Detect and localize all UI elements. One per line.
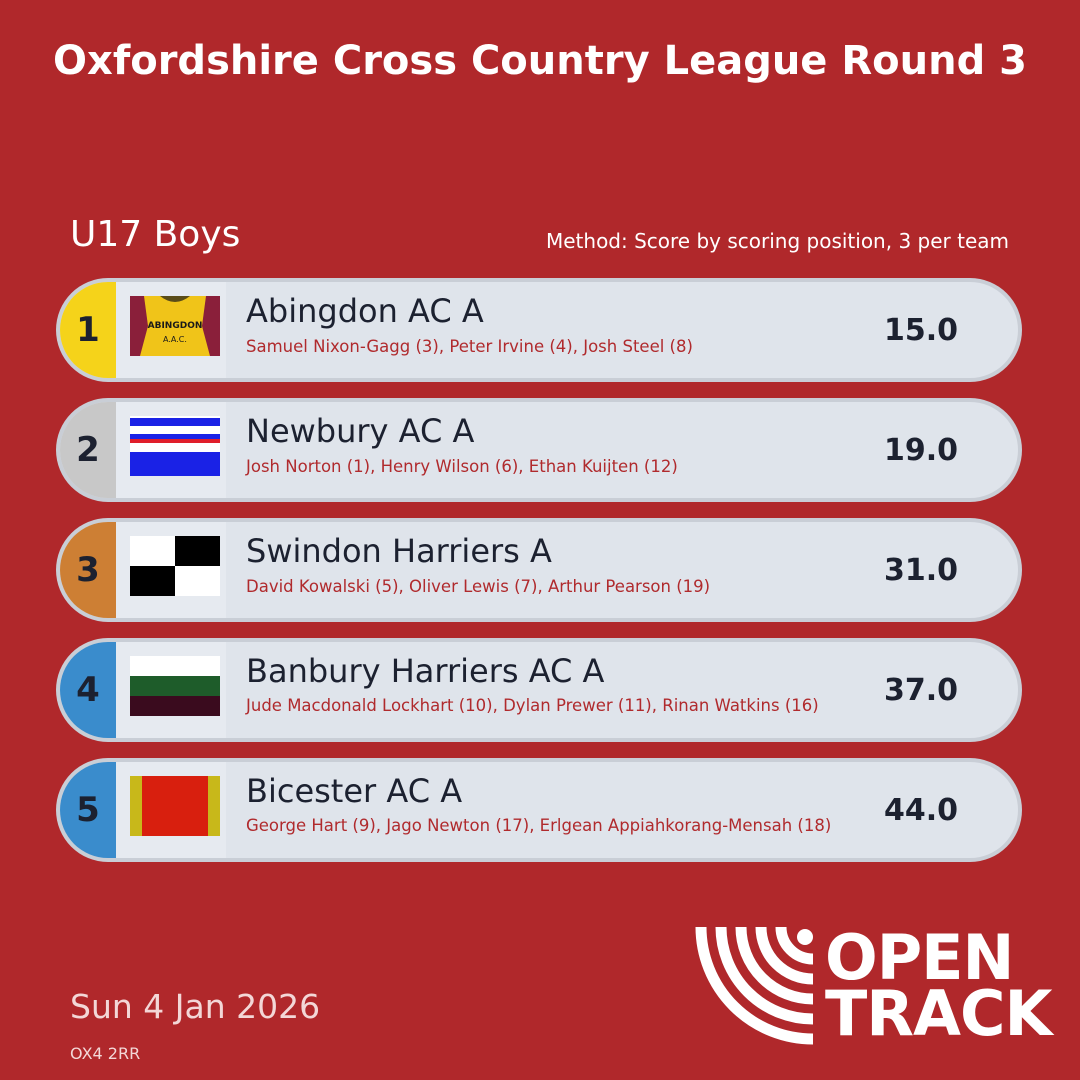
team-name: Abingdon AC A xyxy=(246,292,484,330)
svg-text:ABINGDON: ABINGDON xyxy=(148,321,203,331)
team-score: 15.0 xyxy=(883,312,958,348)
team-score: 19.0 xyxy=(883,432,958,468)
scoring-athletes: David Kowalski (5), Oliver Lewis (7), Ar… xyxy=(246,577,711,596)
scoring-athletes: Jude Macdonald Lockhart (10), Dylan Prew… xyxy=(246,696,819,715)
position-badge: 4 xyxy=(60,642,116,738)
result-row: 5 Bicester AC A George Hart (9), Jago Ne… xyxy=(56,758,1022,862)
team-score: 31.0 xyxy=(883,552,958,588)
scoring-athletes: Samuel Nixon-Gagg (3), Peter Irvine (4),… xyxy=(246,337,693,356)
result-row: 3 Swindon Harriers A David Kowalski (5),… xyxy=(56,518,1022,622)
scoring-athletes: Josh Norton (1), Henry Wilson (6), Ethan… xyxy=(246,457,678,476)
bicester-flag-icon xyxy=(130,776,220,836)
scoring-method: Method: Score by scoring position, 3 per… xyxy=(545,229,1009,253)
position-badge: 1 xyxy=(60,282,116,378)
team-score: 37.0 xyxy=(883,672,958,708)
opentrack-track-lanes-icon xyxy=(695,926,814,1045)
page-title: Oxfordshire Cross Country League Round 3 xyxy=(53,38,1027,84)
team-name: Bicester AC A xyxy=(246,772,463,810)
logo-text-open: OPEN xyxy=(825,921,1014,994)
event-date: Sun 4 Jan 2026 xyxy=(70,987,321,1026)
svg-text:A.A.C.: A.A.C. xyxy=(163,335,187,344)
swindon-flag-icon xyxy=(130,536,220,596)
result-row: 1 ABINGDON A.A.C. Abingdon AC A Samuel N… xyxy=(56,278,1022,382)
event-postcode: OX4 2RR xyxy=(70,1044,141,1063)
banbury-flag-icon xyxy=(130,656,220,716)
scoring-athletes: George Hart (9), Jago Newton (17), Erlge… xyxy=(246,816,832,835)
category-title: U17 Boys xyxy=(70,214,241,255)
position-badge: 3 xyxy=(60,522,116,618)
team-score: 44.0 xyxy=(883,792,958,828)
result-row: 4 Banbury Harriers AC A Jude Macdonald L… xyxy=(56,638,1022,742)
team-name: Newbury AC A xyxy=(246,412,475,450)
abingdon-vest-icon: ABINGDON A.A.C. xyxy=(130,296,220,356)
team-name: Banbury Harriers AC A xyxy=(246,652,605,690)
team-name: Swindon Harriers A xyxy=(246,532,552,570)
logo-text-track: TRACK xyxy=(825,977,1053,1050)
opentrack-logo: OPEN TRACK xyxy=(695,921,1055,1050)
position-badge: 2 xyxy=(60,402,116,498)
position-badge: 5 xyxy=(60,762,116,858)
newbury-flag-icon xyxy=(130,416,220,476)
result-row: 2 Newbury AC A Josh Norton (1), Henry Wi… xyxy=(56,398,1022,502)
